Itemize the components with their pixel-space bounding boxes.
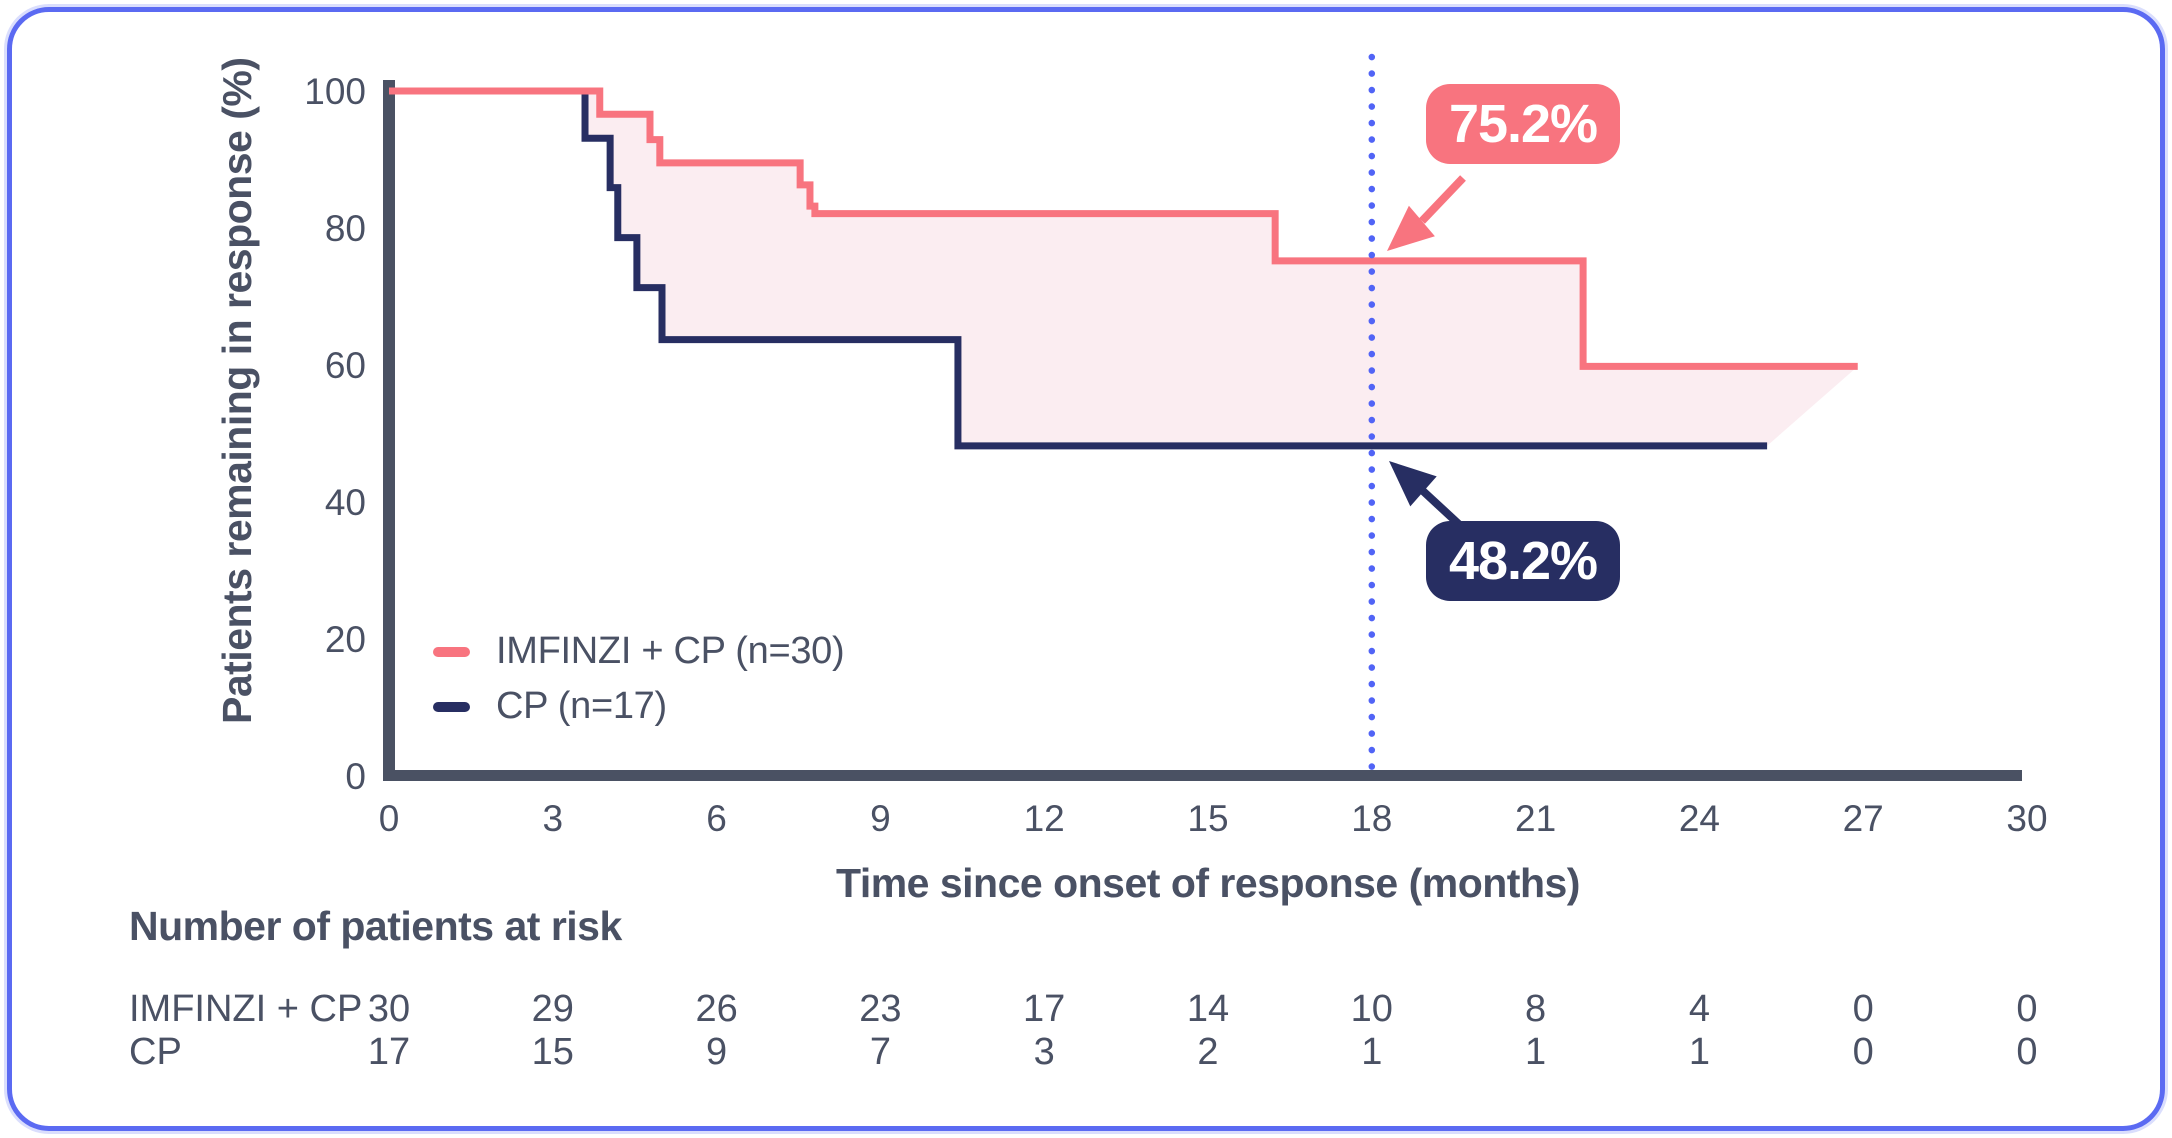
confidence-band <box>389 91 1858 446</box>
legend-label-imfinzi-cp: IMFINZI + CP (n=30) <box>496 630 845 672</box>
y-tick-label: 40 <box>325 482 366 523</box>
y-tick-label: 60 <box>325 345 366 386</box>
x-tick-label: 30 <box>2006 798 2047 839</box>
x-tick-label: 18 <box>1351 798 1392 839</box>
risk-value: 8 <box>1525 988 1547 1030</box>
risk-value: 9 <box>706 1031 728 1073</box>
y-axis-title: Patients remaining in response (%) <box>214 57 260 725</box>
x-tick-label: 12 <box>1024 798 1065 839</box>
callout-badge-cp: 48.2% <box>1426 521 1620 601</box>
x-tick-label: 0 <box>379 798 400 839</box>
risk-value: 7 <box>869 1031 891 1073</box>
legend-item-cp: CP (n=17) <box>433 679 844 734</box>
risk-row-label: CP <box>129 1031 182 1073</box>
x-tick-label: 3 <box>543 798 564 839</box>
risk-value: 14 <box>1186 988 1230 1030</box>
x-tick-label: 9 <box>870 798 891 839</box>
risk-value: 1 <box>1525 1031 1547 1073</box>
risk-value: 0 <box>1852 988 1874 1030</box>
km-curve-imfinzi-cp <box>389 87 1858 370</box>
y-tick-label: 80 <box>325 208 366 249</box>
x-tick-label: 21 <box>1515 798 1556 839</box>
legend-label-cp: CP (n=17) <box>496 685 667 727</box>
callout-value-imfinzi: 75.2% <box>1448 94 1598 154</box>
legend-item-imfinzi-cp: IMFINZI + CP (n=30) <box>433 624 845 679</box>
legend: IMFINZI + CP (n=30) CP (n=17) <box>433 624 845 734</box>
risk-value: 0 <box>2016 988 2038 1030</box>
arrow-line-imfinzi <box>1419 175 1466 224</box>
risk-value: 4 <box>1688 988 1710 1030</box>
risk-value: 23 <box>859 988 902 1030</box>
callout-badge-imfinzi: 75.2% <box>1426 84 1620 164</box>
x-tick-label: 15 <box>1187 798 1228 839</box>
legend-swatch-imfinzi-cp <box>433 646 470 657</box>
risk-value: 0 <box>1852 1031 1874 1073</box>
risk-row-label: IMFINZI + CP <box>129 988 363 1030</box>
risk-table-header: Number of patients at risk <box>129 903 622 949</box>
legend-swatch-cp <box>433 701 470 712</box>
x-tick-label: 6 <box>706 798 727 839</box>
y-tick-label: 20 <box>325 619 366 660</box>
x-tick-label: 27 <box>1843 798 1884 839</box>
risk-value: 15 <box>531 1031 574 1073</box>
arrow-head-cp <box>1389 461 1437 507</box>
risk-value: 30 <box>367 988 411 1030</box>
risk-value: 3 <box>1033 1031 1055 1073</box>
risk-value: 26 <box>695 988 738 1030</box>
risk-value: 17 <box>367 1031 411 1073</box>
x-tick-label: 24 <box>1679 798 1720 839</box>
arrow-head-imfinzi <box>1387 205 1435 251</box>
risk-value: 29 <box>531 988 574 1030</box>
y-tick-label: 0 <box>345 756 366 797</box>
risk-value: 0 <box>2016 1031 2038 1073</box>
callout-value-cp: 48.2% <box>1448 531 1598 591</box>
risk-value: 1 <box>1361 1031 1383 1073</box>
y-tick-label: 100 <box>304 71 366 112</box>
km-curve-cp <box>389 87 1768 450</box>
risk-value: 17 <box>1023 988 1066 1030</box>
risk-value: 10 <box>1350 988 1393 1030</box>
x-axis-title: Time since onset of response (months) <box>836 860 1580 906</box>
y-axis-line <box>383 80 395 781</box>
risk-value: 1 <box>1688 1031 1710 1073</box>
x-axis-line <box>383 770 2022 781</box>
risk-value: 2 <box>1197 1031 1219 1073</box>
